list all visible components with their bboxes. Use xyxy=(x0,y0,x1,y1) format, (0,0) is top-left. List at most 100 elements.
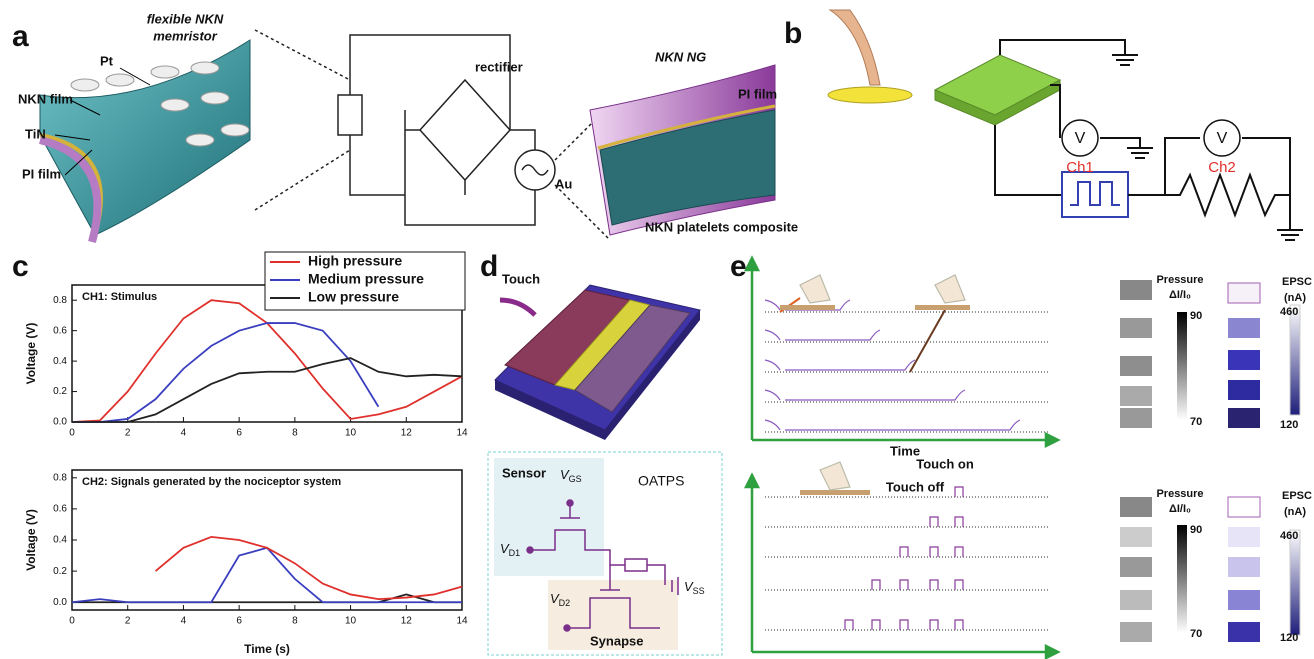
circuit-drawing-part xyxy=(527,547,533,553)
circuit-part xyxy=(420,80,510,180)
subscript: D1 xyxy=(509,548,521,558)
x-tick-label: 4 xyxy=(181,428,187,439)
panel-label: e xyxy=(730,250,747,283)
series-line xyxy=(72,548,462,602)
voltage-label: VSS xyxy=(684,579,705,596)
setup-drawing-part xyxy=(830,10,880,85)
label: ΔI/I₀ xyxy=(1169,289,1191,301)
device-drawing xyxy=(495,285,700,440)
device-drawing-part xyxy=(500,300,535,315)
y-tick-label: 0.2 xyxy=(53,386,67,397)
trace-rows-part xyxy=(765,312,1050,432)
trace-rows-part xyxy=(765,360,915,370)
label: 120 xyxy=(1280,419,1298,431)
x-tick-label: 8 xyxy=(292,428,298,439)
memristor-drawing-part xyxy=(161,99,189,111)
trace-rows-part xyxy=(900,547,963,557)
label: EPSC xyxy=(1282,276,1312,288)
circuit-part xyxy=(350,150,405,195)
x-tick-label: 12 xyxy=(401,428,413,439)
memristor-drawing-part xyxy=(71,79,99,91)
subscript: SS xyxy=(693,586,705,596)
y-tick-label: 0.0 xyxy=(53,417,67,428)
circuit-drawing-part xyxy=(625,559,647,571)
page: {"panels":{ "a":{"label":"a","memristor_… xyxy=(0,0,1314,659)
circuit-part xyxy=(350,35,510,130)
color-blocks-part xyxy=(1120,590,1152,610)
axes-part xyxy=(746,258,758,270)
x-tick-label: 4 xyxy=(181,616,187,627)
circuit-part xyxy=(522,165,548,175)
color-blocks-part xyxy=(1120,386,1152,406)
x-tick-label: 0 xyxy=(69,616,75,627)
figure: a flexible NKN memristor Pt NKN film TiN… xyxy=(0,0,1314,659)
circuit-part xyxy=(510,130,535,150)
meter-symbol: V xyxy=(1075,130,1086,147)
x-tick-label: 10 xyxy=(345,616,357,627)
y-tick-label: 0.2 xyxy=(53,566,67,577)
label: Touch xyxy=(502,271,540,286)
color-blocks-part xyxy=(1228,590,1260,610)
color-blocks-part xyxy=(1290,530,1300,635)
label: PI film xyxy=(738,86,777,101)
x-tick-label: 8 xyxy=(292,616,298,627)
panel-label: d xyxy=(480,250,498,283)
legend-label: Low pressure xyxy=(308,289,399,305)
axes-part xyxy=(1046,434,1058,446)
setup-drawing-part xyxy=(1128,138,1200,195)
label: 120 xyxy=(1280,632,1298,644)
label: ΔI/I₀ xyxy=(1169,503,1191,515)
panel-b: b V Ch1 V Ch2 xyxy=(784,10,1303,240)
trace-rows-part xyxy=(955,487,963,497)
circuit xyxy=(255,30,610,240)
setup-drawing-part xyxy=(1000,40,1125,55)
label: 70 xyxy=(1190,628,1202,640)
circuit-part xyxy=(338,95,362,135)
label: Pressure xyxy=(1156,274,1203,286)
plot-frame xyxy=(72,470,462,610)
series-line xyxy=(72,300,462,422)
label: NKN film xyxy=(18,91,73,106)
x-tick-label: 2 xyxy=(125,428,131,439)
x-tick-label: 10 xyxy=(345,428,357,439)
y-tick-label: 0.8 xyxy=(53,472,67,483)
axes-part xyxy=(1046,646,1058,658)
trace-rows-part xyxy=(765,390,965,400)
label: 90 xyxy=(1190,310,1202,322)
label: EPSC xyxy=(1282,490,1312,502)
y-tick-label: 0.8 xyxy=(53,295,67,306)
memristor-drawing-part xyxy=(191,62,219,74)
circuit-part xyxy=(255,30,350,80)
color-blocks-part xyxy=(1228,350,1260,370)
x-tick-label: 14 xyxy=(456,428,468,439)
color-blocks-part xyxy=(1120,318,1152,338)
setup-drawing-part xyxy=(995,125,1062,195)
color-blocks-part xyxy=(1228,497,1260,517)
x-axis-label: Time (s) xyxy=(244,642,290,656)
y-tick-label: 0.0 xyxy=(53,597,67,608)
trace-rows-part xyxy=(910,310,945,372)
color-blocks-part xyxy=(1120,356,1152,376)
annotation: CH2: Signals generated by the nociceptor… xyxy=(82,476,341,488)
setup-drawing-part xyxy=(1070,182,1120,205)
label: Pt xyxy=(100,53,114,68)
meter-symbol: V xyxy=(1217,130,1228,147)
channel-label: Ch2 xyxy=(1208,159,1236,176)
setup-drawing-part xyxy=(828,87,912,103)
x-tick-label: 6 xyxy=(236,428,242,439)
setup-drawing-part xyxy=(1242,138,1290,230)
panel-a: a flexible NKN memristor Pt NKN film TiN… xyxy=(12,11,798,242)
subscript: D2 xyxy=(559,598,571,608)
trace-rows-part xyxy=(872,580,963,590)
memristor-drawing-part xyxy=(186,134,214,146)
panel-label: b xyxy=(784,17,802,50)
circuit-part xyxy=(255,150,350,210)
label: OATPS xyxy=(638,473,684,489)
y-axis-label: Voltage (V) xyxy=(24,509,38,571)
series-line xyxy=(72,323,378,422)
label: PI film xyxy=(22,166,61,181)
color-blocks-part xyxy=(1228,318,1260,338)
setup-drawing xyxy=(828,10,1303,240)
color-blocks-part xyxy=(1228,380,1260,400)
trace-rows-part xyxy=(845,620,963,630)
